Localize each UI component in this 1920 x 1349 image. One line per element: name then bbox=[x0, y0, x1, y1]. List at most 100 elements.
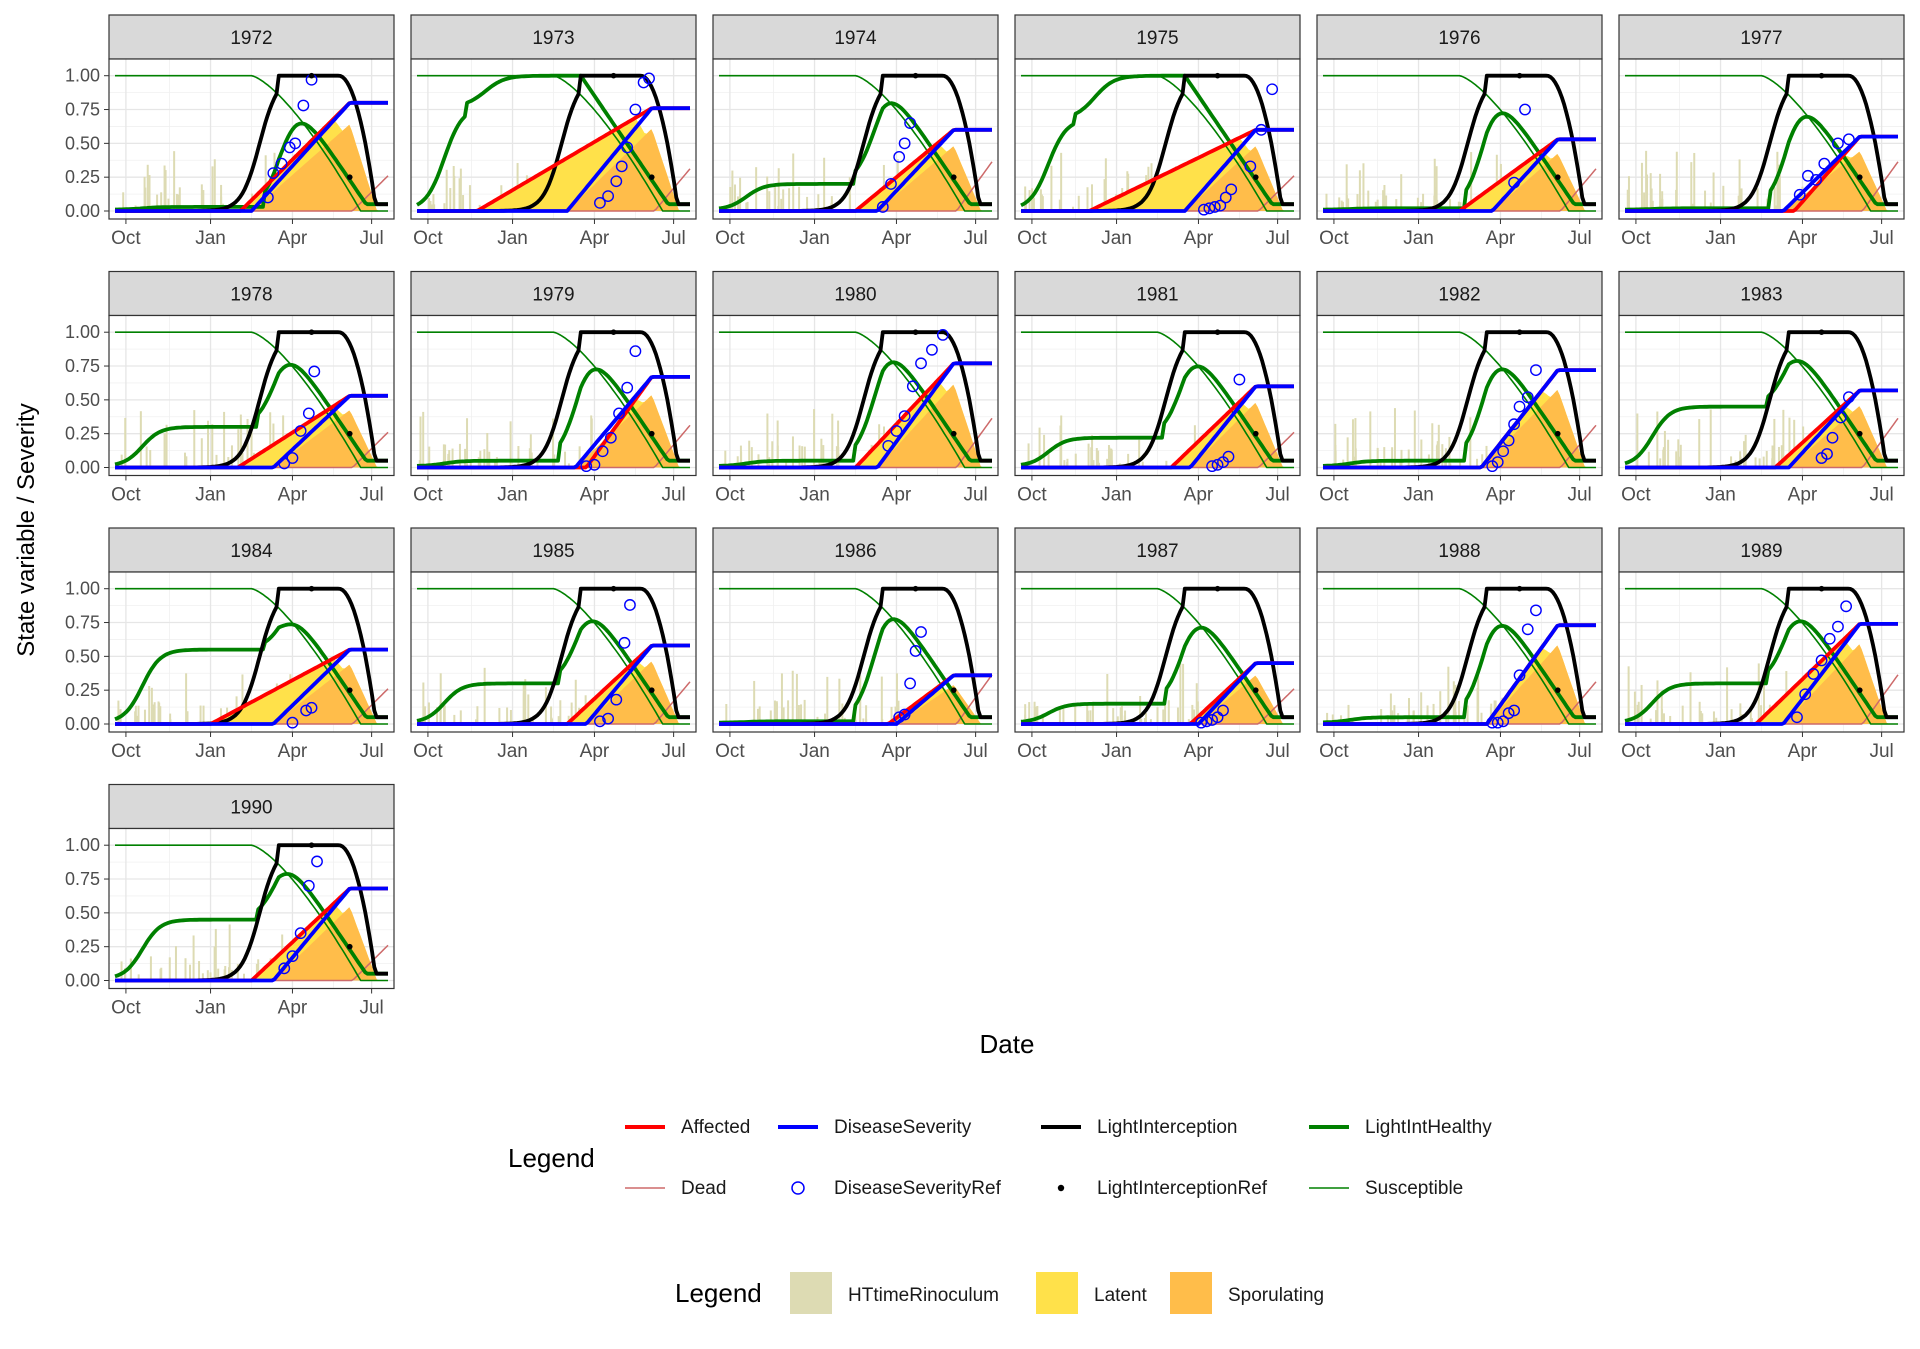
facet-strip-label: 1978 bbox=[230, 285, 272, 306]
facet-panel: 1989 Oct Jan Apr Jul bbox=[1618, 527, 1905, 762]
disease-severity-ref-point bbox=[915, 357, 927, 370]
disease-severity-ref-point bbox=[1508, 704, 1521, 717]
disease-severity-ref-point bbox=[1211, 458, 1224, 471]
x-tick-label: Jan bbox=[1403, 485, 1434, 506]
sporulating-area bbox=[115, 124, 388, 211]
x-tick-label: Jan bbox=[195, 485, 226, 506]
susceptible-line bbox=[719, 587, 992, 725]
disease-severity-ref-point bbox=[1810, 173, 1823, 186]
light-interception-ref-point bbox=[1252, 174, 1259, 180]
sporulating-area bbox=[1625, 644, 1898, 724]
y-tick-label: 0.25 bbox=[65, 424, 100, 444]
disease-severity-ref-point bbox=[1793, 188, 1806, 201]
light-interception-ref-point bbox=[1554, 430, 1561, 437]
susceptible-line bbox=[115, 587, 388, 725]
sporulating-area bbox=[115, 664, 388, 724]
disease-severity-ref-point bbox=[602, 190, 614, 203]
disease-severity-ref-point bbox=[1502, 707, 1515, 720]
facet-strip bbox=[1316, 527, 1603, 573]
diseaseseverity-line bbox=[719, 127, 992, 213]
panel-plot-area bbox=[416, 72, 691, 213]
x-tick-label: Oct bbox=[1017, 741, 1047, 762]
facet-panel: 1977 Oct Jan Apr Jul bbox=[1618, 14, 1905, 249]
light-interception-ref-point bbox=[648, 174, 655, 180]
legend-label: LightInterceptionRef bbox=[1097, 1178, 1268, 1199]
diseaseseverity-line bbox=[719, 361, 992, 470]
disease-severity-ref-point bbox=[1840, 600, 1853, 613]
facet-panel: 1990 0.00 0.25 0.50 0.75 1.00 Oct Jan Apr Jul bbox=[65, 783, 395, 1019]
facet-strip-label: 1975 bbox=[1136, 28, 1178, 49]
y-tick-label: 0.75 bbox=[65, 613, 100, 633]
panel-plot-area bbox=[115, 72, 389, 213]
disease-severity-ref-point bbox=[1530, 364, 1542, 376]
x-tick-label: Oct bbox=[1319, 741, 1349, 762]
panel-border bbox=[1316, 58, 1603, 220]
x-tick-label: Jan bbox=[1101, 741, 1132, 762]
legend-label: LightInterception bbox=[1097, 1117, 1238, 1138]
light-interception-ref-point bbox=[1252, 687, 1259, 693]
x-tick-label: Jan bbox=[799, 228, 830, 249]
panel-plot-area bbox=[1020, 329, 1295, 473]
disease-severity-ref-point bbox=[1266, 83, 1279, 96]
susceptible-line bbox=[1625, 587, 1898, 725]
panel-border bbox=[1618, 58, 1905, 220]
disease-severity-ref-point bbox=[1508, 176, 1521, 189]
x-tick-label: Jan bbox=[1403, 228, 1434, 249]
disease-severity-ref-point bbox=[1818, 157, 1831, 170]
legend-label: Latent bbox=[1094, 1285, 1148, 1306]
disease-severity-ref-point bbox=[594, 196, 606, 209]
lightinthealthy-line bbox=[416, 367, 690, 468]
facet-strip-label: 1988 bbox=[1438, 541, 1480, 562]
x-tick-label: Oct bbox=[1017, 485, 1047, 506]
disease-severity-ref-point bbox=[1491, 456, 1504, 468]
diseaseseverity-line bbox=[417, 643, 690, 726]
x-tick-label: Apr bbox=[278, 485, 308, 506]
sporulating-area bbox=[719, 685, 992, 724]
disease-severity-ref-point bbox=[885, 178, 897, 190]
y-tick-label: 0.25 bbox=[65, 937, 100, 957]
facet-panel: 1976 Oct Jan Apr Jul bbox=[1316, 14, 1603, 249]
y-tick-label: 0.00 bbox=[65, 714, 100, 734]
x-tick-label: Jul bbox=[1567, 228, 1591, 249]
panel-border bbox=[712, 571, 999, 733]
disease-severity-ref-point bbox=[1815, 654, 1828, 667]
x-tick-label: Jul bbox=[661, 741, 685, 762]
lightinthealthy-line bbox=[1020, 364, 1294, 467]
x-tick-label: Jul bbox=[359, 228, 383, 249]
light-interception-ref-point bbox=[1554, 174, 1561, 180]
disease-severity-ref-point bbox=[915, 626, 927, 638]
x-tick-label: Jan bbox=[1705, 741, 1736, 762]
diseaseseverity-line bbox=[1021, 384, 1294, 470]
susceptible-line bbox=[1021, 331, 1294, 469]
disease-severity-ref-point bbox=[267, 167, 280, 180]
disease-severity-ref-point bbox=[909, 645, 922, 657]
light-interception-ref-point bbox=[1856, 687, 1863, 693]
disease-severity-ref-point bbox=[302, 407, 315, 420]
disease-severity-ref-point bbox=[1222, 450, 1235, 463]
panel-plot-area bbox=[1624, 329, 1899, 470]
x-tick-label: Oct bbox=[715, 741, 745, 762]
disease-severity-ref-point bbox=[275, 157, 288, 170]
lightinthealthy-line bbox=[115, 121, 388, 212]
x-tick-label: Jul bbox=[1869, 228, 1893, 249]
x-tick-label: Jan bbox=[799, 485, 830, 506]
facet-strip bbox=[410, 270, 697, 317]
y-tick-label: 0.75 bbox=[65, 356, 100, 376]
y-tick-label: 0.00 bbox=[65, 458, 100, 478]
x-tick-label: Jan bbox=[1101, 485, 1132, 506]
x-tick-label: Apr bbox=[278, 998, 308, 1019]
disease-severity-ref-point bbox=[1842, 133, 1855, 146]
x-tick-label: Apr bbox=[1486, 228, 1516, 249]
x-tick-label: Oct bbox=[1621, 485, 1651, 506]
disease-severity-ref-point bbox=[1497, 715, 1510, 728]
facet-strip-label: 1979 bbox=[532, 285, 574, 306]
sporulating-area bbox=[1625, 406, 1898, 468]
legend-label: LightIntHealthy bbox=[1365, 1117, 1492, 1138]
facet-panel: 1986 Oct Jan Apr Jul bbox=[712, 527, 999, 762]
disease-severity-ref-point bbox=[1491, 716, 1504, 729]
facet-panel: 1975 Oct Jan Apr Jul bbox=[1014, 14, 1301, 249]
x-tick-label: Oct bbox=[413, 485, 443, 506]
x-tick-label: Jan bbox=[195, 998, 226, 1019]
y-tick-label: 1.00 bbox=[65, 835, 100, 855]
panel-border bbox=[1014, 58, 1301, 220]
